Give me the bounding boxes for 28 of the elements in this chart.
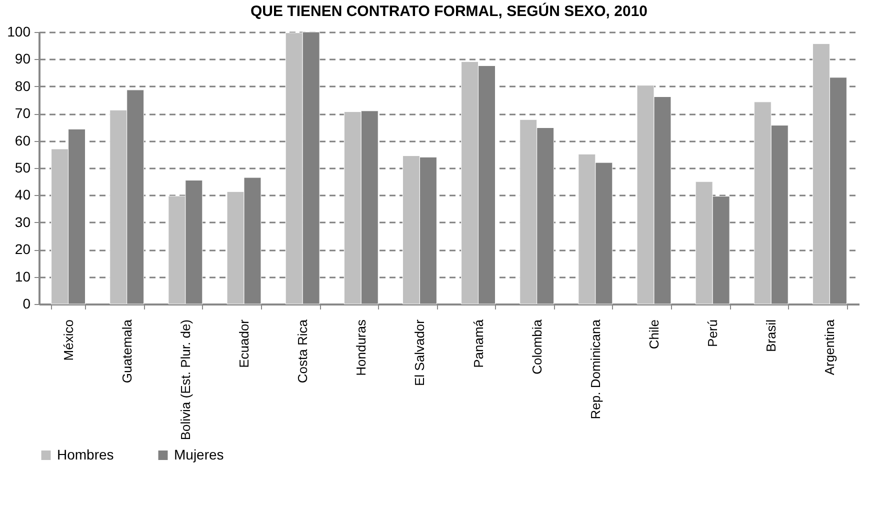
x-tick-label: Perú: [705, 320, 720, 347]
x-tick-label: Honduras: [354, 319, 369, 376]
y-tick-label: 50: [14, 160, 31, 176]
y-tick-label: 70: [14, 105, 31, 122]
x-tick-label: Costa Rica: [295, 318, 310, 384]
x-tick-label: México: [60, 320, 76, 361]
x-tick-label: Panamá: [470, 318, 486, 368]
x-tick-label: Bolivia (Est. Plur. de): [178, 320, 193, 440]
x-tick-label: Guatemala: [119, 318, 134, 384]
x-tick-label: Chile: [646, 320, 662, 350]
y-tick-label: 10: [14, 268, 31, 284]
x-tick-label: Brasil: [764, 319, 779, 352]
y-tick-label: 30: [14, 214, 31, 230]
chart-title: QUE TIENEN CONTRATO FORMAL, SEGÚN SEXO, 2010: [250, 2, 648, 20]
legend-label: Mujeres: [174, 446, 224, 462]
y-tick-label: 40: [14, 186, 31, 203]
x-tick-label: Colombia: [529, 318, 544, 374]
y-tick-label: 90: [14, 50, 31, 67]
x-tick-label: Ecuador: [236, 318, 252, 368]
legend-label: Hombres: [57, 446, 114, 462]
y-tick-label: 100: [7, 24, 31, 40]
y-tick-label: 80: [14, 78, 31, 94]
x-tick-label: Argentina: [822, 318, 838, 376]
x-tick-label: El Salvador: [412, 318, 428, 386]
y-tick-label: 0: [22, 296, 31, 312]
y-tick-label: 60: [14, 132, 31, 148]
y-tick-label: 20: [14, 241, 31, 258]
x-tick-label: Rep. Dominicana: [588, 318, 603, 420]
